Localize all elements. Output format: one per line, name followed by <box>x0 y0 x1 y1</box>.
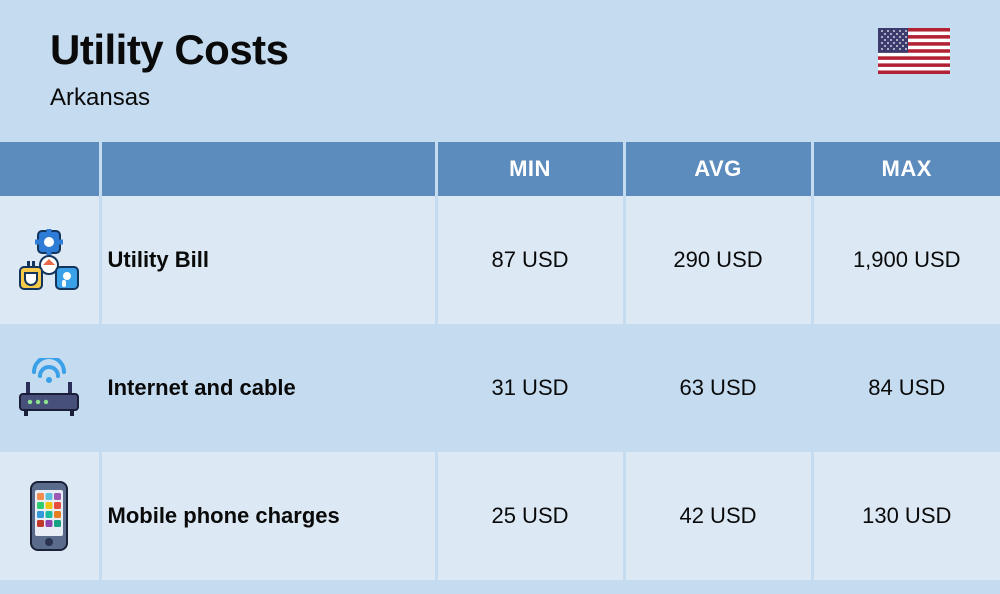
row-min: 25 USD <box>436 452 624 580</box>
header-min: MIN <box>436 142 624 196</box>
table-row: Mobile phone charges 25 USD 42 USD 130 U… <box>0 452 1000 580</box>
row-label: Utility Bill <box>100 196 436 324</box>
row-max: 130 USD <box>812 452 1000 580</box>
row-max: 1,900 USD <box>812 196 1000 324</box>
row-icon-cell <box>0 196 100 324</box>
page-title: Utility Costs <box>50 26 950 74</box>
row-label: Mobile phone charges <box>100 452 436 580</box>
header-avg: AVG <box>624 142 812 196</box>
row-icon-cell <box>0 452 100 580</box>
page-subtitle: Arkansas <box>50 84 950 112</box>
header: Utility Costs Arkansas <box>0 0 1000 142</box>
header-blank-label <box>100 142 436 196</box>
cost-table: MIN AVG MAX <box>0 142 1000 580</box>
router-icon <box>14 358 84 418</box>
row-max: 84 USD <box>812 324 1000 452</box>
utility-icon <box>16 227 82 293</box>
row-avg: 63 USD <box>624 324 812 452</box>
table-header-row: MIN AVG MAX <box>0 142 1000 196</box>
table-row: Utility Bill 87 USD 290 USD 1,900 USD <box>0 196 1000 324</box>
row-label: Internet and cable <box>100 324 436 452</box>
us-flag-icon <box>878 28 950 74</box>
header-blank-icon <box>0 142 100 196</box>
row-icon-cell <box>0 324 100 452</box>
phone-icon <box>27 480 71 552</box>
row-min: 31 USD <box>436 324 624 452</box>
table-row: Internet and cable 31 USD 63 USD 84 USD <box>0 324 1000 452</box>
row-avg: 42 USD <box>624 452 812 580</box>
row-min: 87 USD <box>436 196 624 324</box>
row-avg: 290 USD <box>624 196 812 324</box>
header-max: MAX <box>812 142 1000 196</box>
